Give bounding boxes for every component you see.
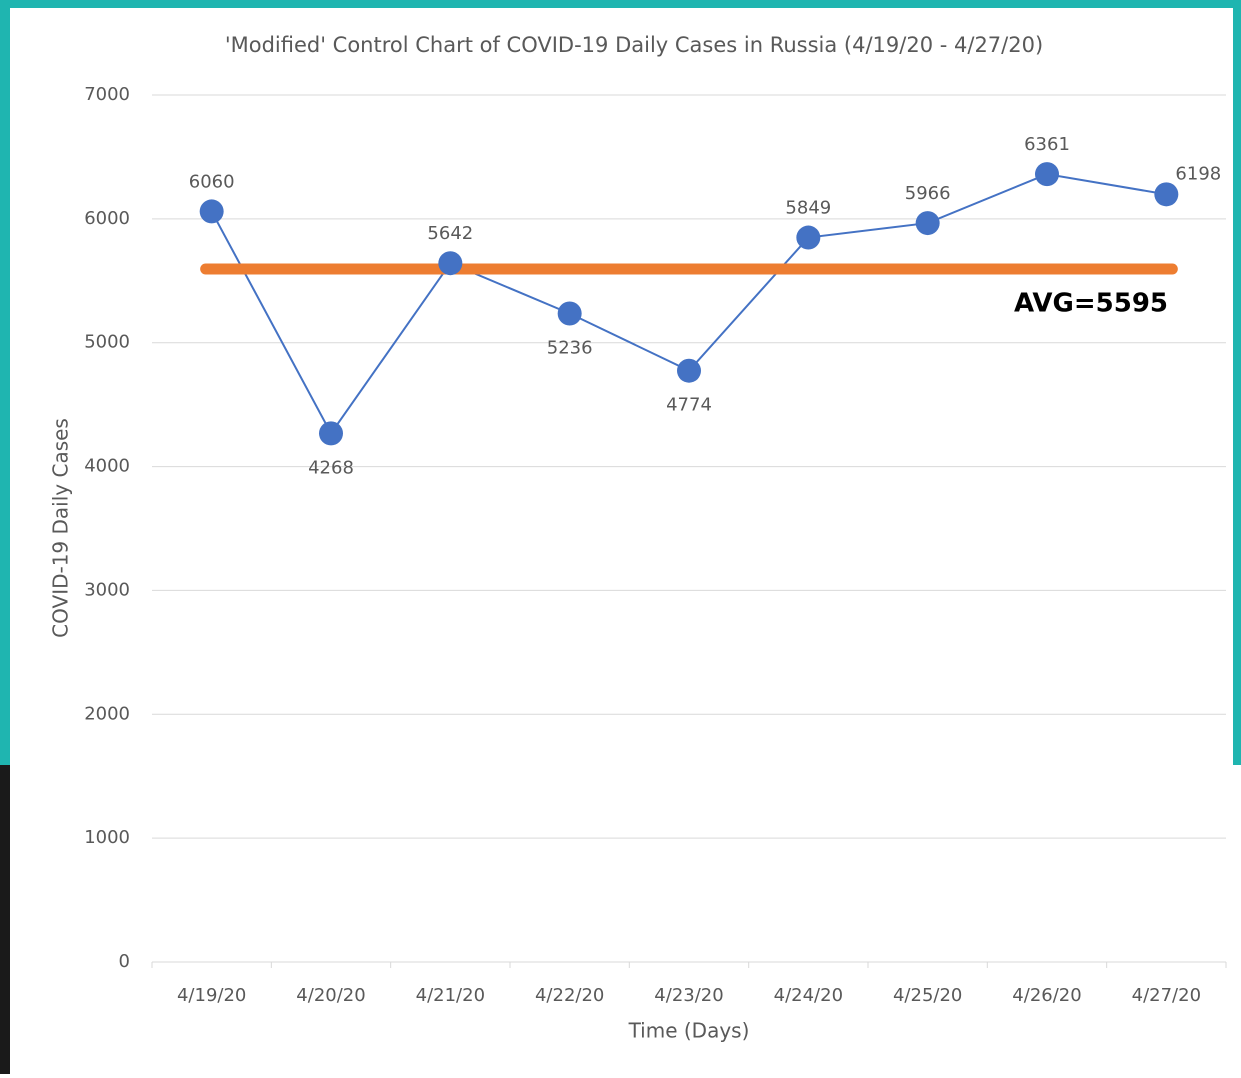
x-tick-label: 4/27/20 bbox=[1132, 985, 1201, 1006]
chart-title: 'Modified' Control Chart of COVID-19 Dai… bbox=[225, 33, 1043, 57]
x-tick-label: 4/19/20 bbox=[177, 985, 246, 1006]
x-tick-label: 4/21/20 bbox=[416, 985, 485, 1006]
x-axis-label: Time (Days) bbox=[628, 1019, 750, 1043]
marker bbox=[319, 421, 343, 446]
marker bbox=[1154, 182, 1179, 207]
y-tick-label: 4000 bbox=[84, 456, 130, 477]
y-tick-label: 6000 bbox=[84, 208, 130, 229]
data-label: 6361 bbox=[1024, 134, 1070, 155]
data-label: 4268 bbox=[308, 457, 354, 478]
data-label: 4774 bbox=[666, 395, 712, 416]
data-label: 5966 bbox=[905, 183, 951, 204]
marker bbox=[438, 251, 463, 276]
x-tick-label: 4/22/20 bbox=[535, 985, 604, 1006]
y-tick-label: 0 bbox=[119, 951, 130, 972]
frame-left bbox=[0, 0, 10, 765]
x-tick-label: 4/26/20 bbox=[1012, 985, 1081, 1006]
data-label: 6198 bbox=[1175, 163, 1221, 184]
x-tick-label: 4/25/20 bbox=[893, 985, 962, 1006]
data-label: 6060 bbox=[189, 171, 235, 192]
y-tick-label: 3000 bbox=[84, 579, 130, 600]
x-tick-label: 4/24/20 bbox=[774, 985, 843, 1006]
y-tick-label: 7000 bbox=[84, 84, 130, 105]
x-tick-label: 4/23/20 bbox=[654, 985, 723, 1006]
y-axis-label: COVID-19 Daily Cases bbox=[49, 418, 73, 638]
data-label: 5849 bbox=[785, 198, 831, 219]
marker bbox=[1035, 162, 1059, 187]
marker bbox=[199, 199, 224, 224]
data-label: 5236 bbox=[547, 337, 593, 358]
x-tick-label: 4/20/20 bbox=[296, 985, 365, 1006]
data-label: 5642 bbox=[427, 223, 473, 244]
y-tick-label: 1000 bbox=[84, 827, 130, 848]
marker bbox=[557, 301, 582, 326]
average-label: AVG=5595 bbox=[1014, 289, 1168, 319]
frame-right bbox=[1233, 0, 1241, 765]
frame-top bbox=[0, 0, 1241, 8]
frame-left-dark bbox=[0, 765, 10, 1074]
marker bbox=[915, 211, 940, 236]
marker bbox=[796, 225, 821, 250]
y-tick-label: 2000 bbox=[84, 703, 130, 724]
y-tick-label: 5000 bbox=[84, 332, 130, 353]
marker bbox=[677, 358, 701, 383]
